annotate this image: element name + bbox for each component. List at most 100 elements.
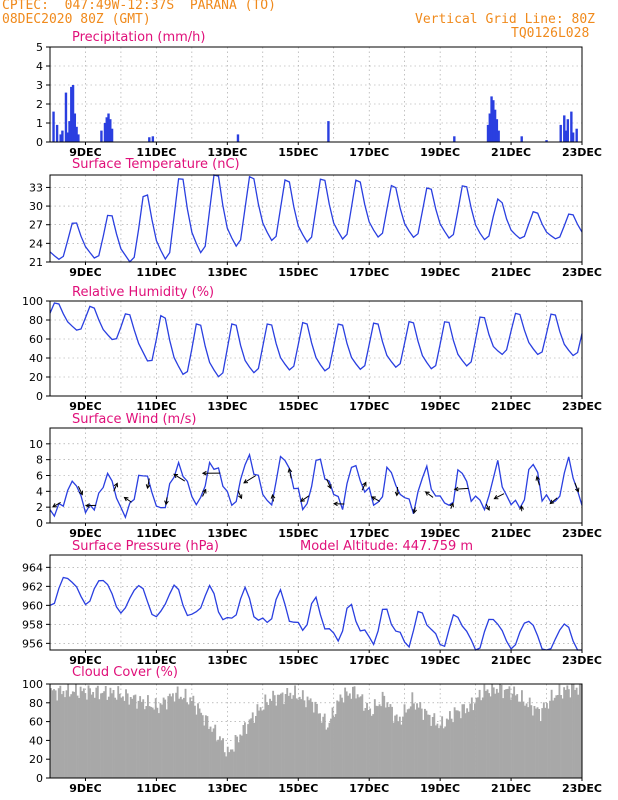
wind-vector [288,468,292,479]
cloud-bar [64,697,66,778]
cloud-bar [377,706,379,778]
cloud-bar [93,697,96,778]
precip-bar [497,130,500,142]
cloud-bar [276,694,279,778]
x-tick-label: 19DEC [420,400,460,413]
cloud-bar [283,704,285,778]
cloud-bar [154,698,157,778]
cloud-bar [416,703,418,778]
cloud-bar [143,709,146,778]
wind-vector [272,494,274,502]
cloud-bar [298,696,301,778]
cloud-bar [153,709,156,778]
cloud-bar [494,693,497,778]
y-tick-label: 6 [36,470,43,483]
cloud-bar [555,695,558,778]
x-tick-label: 19DEC [420,146,460,159]
cloud-bar [142,699,145,778]
cloud-bar [535,708,537,778]
cloud-bar [395,714,398,778]
wind-vector-head [574,487,580,493]
cloud-bar [89,688,91,778]
cloud-bar [352,686,354,778]
cloud-bar [539,721,542,778]
cloud-bar [424,708,426,778]
x-tick-label: 23DEC [562,146,602,159]
cloud-bar [394,715,397,778]
precip-bar [107,113,110,142]
cloud-bar [383,695,386,778]
cloud-bar [286,688,289,778]
cloud-bar [422,719,425,778]
cloud-bar [212,728,215,778]
wind-vector-head [201,470,207,476]
cloud-bar [381,691,384,778]
cloud-bar [398,716,401,778]
header-datetime: 08DEC2020 80Z (GMT) [2,12,151,27]
cloud-bar [126,693,129,778]
cloud-bar [436,723,439,778]
cloud-bar [270,700,273,778]
cloud-bar [348,693,351,778]
header-code: TQ0126L028 [511,26,590,41]
x-tick-label: 9DEC [69,782,101,795]
precip-bar [64,92,68,142]
y-tick-label: 0 [36,772,43,785]
cloud-bar [165,709,168,778]
cloud-bar [192,695,195,778]
cloud-bar [475,697,478,778]
cloud-bar [533,706,536,778]
y-tick-label: 33 [29,181,43,194]
series-line-temperature [49,174,583,263]
cloud-bar [100,693,102,778]
wind-vector [173,473,186,482]
cloud-bar [403,704,406,778]
x-tick-label: 23DEC [562,782,602,795]
cloud-bar [388,707,390,778]
y-tick-label: 80 [29,314,43,327]
cloud-bar [281,692,284,778]
wind-vector-head [519,505,524,510]
wind-vector-head [453,486,459,492]
y-tick-label: 20 [29,753,43,766]
cloud-bar [325,729,328,778]
cloud-bar [287,695,290,778]
cloud-bar [136,708,138,778]
cloud-bar [242,725,245,778]
cloud-bar [217,739,220,778]
cloud-bar [361,694,364,778]
cloud-bar [103,691,106,778]
precip-bar [570,111,573,142]
cloud-bar [90,694,93,778]
cloud-bar [560,695,562,778]
cloud-bar [312,712,315,778]
x-tick-label: 15DEC [278,146,318,159]
cloud-bar [104,686,107,778]
x-tick-label: 9DEC [69,654,101,667]
cloud-bar [527,707,530,778]
wind-vector-head [535,475,541,481]
precip-bar [110,128,114,142]
cloud-bar [464,713,467,778]
precip-bar [575,128,578,142]
cloud-bar [175,692,178,778]
cloud-bar [272,690,275,778]
y-tick-label: 1 [36,117,43,130]
cloud-bar [327,727,329,778]
wind-vector-head [85,503,90,508]
cloud-bar [156,707,159,778]
y-tick-label: 0 [36,390,43,403]
cloud-bar [306,696,309,778]
x-tick-label: 21DEC [491,400,531,413]
cloud-bar [231,749,234,778]
cloud-bar [552,700,555,778]
x-tick-label: 11DEC [136,146,176,159]
x-tick-label: 15DEC [278,527,318,540]
cloud-bar [301,690,304,778]
x-tick-label: 13DEC [207,266,247,279]
cloud-bar [233,751,235,778]
cloud-bar [229,749,232,778]
cloud-bar [128,704,131,778]
cloud-bar [580,684,583,778]
y-tick-label: 958 [22,618,43,631]
